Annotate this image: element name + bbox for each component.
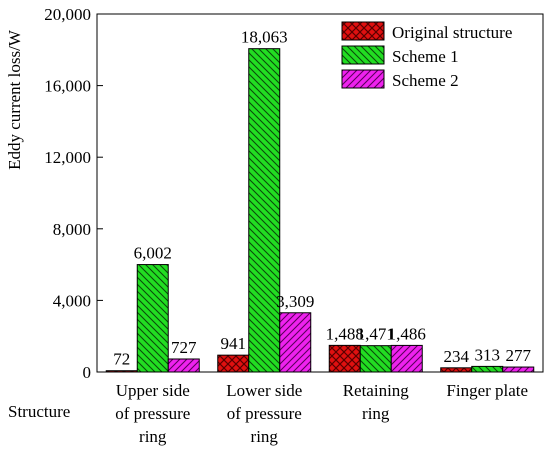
x-tick-label: of pressure [227, 404, 302, 423]
plot-frame [96, 13, 544, 373]
bar-scheme-2 [167, 358, 200, 373]
data-label: 727 [171, 338, 197, 357]
bar-original-structure [328, 344, 361, 373]
bar-scheme-1 [136, 264, 169, 373]
y-tick-label: 0 [83, 363, 92, 382]
bar-scheme-1 [471, 365, 504, 373]
legend-label-scheme2: Scheme 2 [392, 71, 459, 90]
bars [105, 48, 535, 373]
y-axis-ticks: 0 4,000 8,000 12,000 16,000 20,000 [44, 5, 103, 382]
legend-swatch-scheme2 [341, 69, 385, 89]
bar-original-structure [105, 370, 138, 373]
x-tick-label: Retaining [343, 381, 410, 400]
data-label: 6,002 [134, 244, 172, 263]
legend-swatch-original [341, 21, 385, 41]
x-tick-label: ring [362, 404, 390, 423]
bar-scheme-2 [279, 312, 312, 373]
data-label: 72 [113, 350, 130, 369]
data-label: 313 [475, 345, 501, 364]
x-tick-label: ring [139, 427, 167, 446]
bar-scheme-1 [359, 345, 392, 373]
legend-label-scheme1: Scheme 1 [392, 47, 459, 66]
y-tick-label: 4,000 [53, 291, 91, 310]
y-axis-title: Eddy current loss/W [5, 29, 24, 170]
bar-original-structure [440, 367, 473, 373]
x-axis-tick-labels: Upper side of pressure ring Lower side of pr… [115, 381, 528, 446]
y-tick-label: 8,000 [53, 220, 91, 239]
legend-label-original: Original structure [392, 23, 512, 42]
bar-scheme-2 [502, 366, 535, 373]
x-tick-label: Upper side [116, 381, 190, 400]
data-label: 3,309 [276, 292, 314, 311]
y-tick-label: 12,000 [44, 148, 91, 167]
data-label: 18,063 [241, 28, 288, 47]
x-tick-label: ring [251, 427, 279, 446]
y-tick-label: 20,000 [44, 5, 91, 24]
legend-swatch-scheme1 [341, 45, 385, 65]
data-label: 1,488 [326, 324, 364, 343]
bar-scheme-1 [248, 48, 281, 373]
y-tick-label: 16,000 [44, 77, 91, 96]
data-label: 1,471 [357, 325, 395, 344]
x-axis-title: Structure [8, 402, 70, 421]
data-label: 277 [506, 346, 532, 365]
bar-scheme-2 [390, 344, 423, 373]
x-tick-label: of pressure [115, 404, 190, 423]
x-tick-label: Lower side [226, 381, 302, 400]
bar-original-structure [217, 354, 250, 373]
x-tick-label: Finger plate [446, 381, 528, 400]
data-label: 234 [444, 347, 470, 366]
data-label: 1,486 [388, 324, 426, 343]
legend: Original structure Scheme 1 Scheme 2 [341, 21, 512, 90]
data-label: 941 [221, 334, 247, 353]
